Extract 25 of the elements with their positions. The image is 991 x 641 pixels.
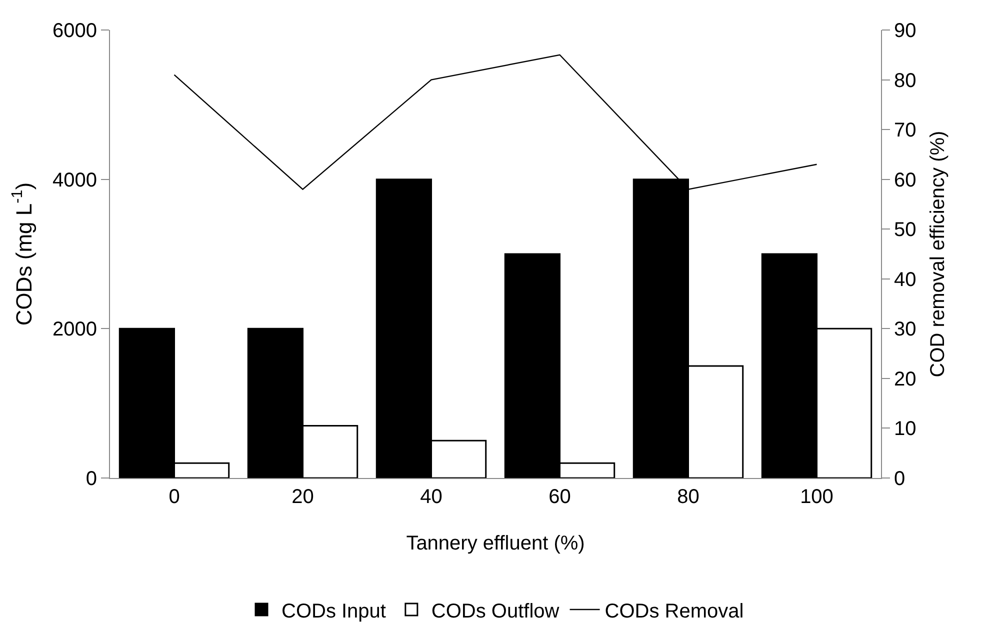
x-tick-label: 0	[168, 486, 180, 508]
x-tick-label: 100	[800, 486, 834, 508]
x-tick-label: 80	[677, 486, 700, 508]
y-tick-label: 6000	[52, 20, 97, 42]
y2-tick-label: 30	[894, 318, 916, 341]
legend-label: CODs Outflow	[431, 600, 560, 622]
y2-tick-label: 80	[894, 70, 916, 92]
y2-tick-label: 90	[894, 20, 916, 42]
x-tick-label: 40	[420, 486, 442, 508]
y2-tick-label: 20	[894, 368, 916, 390]
y-tick-label: 4000	[52, 169, 97, 192]
y2-tick-label: 70	[894, 120, 916, 142]
y-tick-label: 2000	[52, 318, 97, 341]
x-tick-label: 60	[548, 486, 571, 508]
x-tick-label: 20	[292, 486, 314, 508]
y2-tick-label: 10	[894, 418, 916, 440]
legend-label: CODs Input	[282, 600, 386, 622]
y2-tick-label: 40	[894, 268, 916, 291]
legend-label: CODs Removal	[604, 600, 744, 622]
y2-tick-label: 60	[894, 169, 916, 192]
y2-axis-title: COD removal efficiency (%)	[926, 130, 949, 378]
x-axis-title: Tannery effluent (%)	[406, 532, 585, 554]
y2-tick-label: 0	[894, 468, 906, 490]
y-tick-label: 0	[86, 468, 97, 490]
y2-tick-label: 50	[894, 219, 916, 242]
